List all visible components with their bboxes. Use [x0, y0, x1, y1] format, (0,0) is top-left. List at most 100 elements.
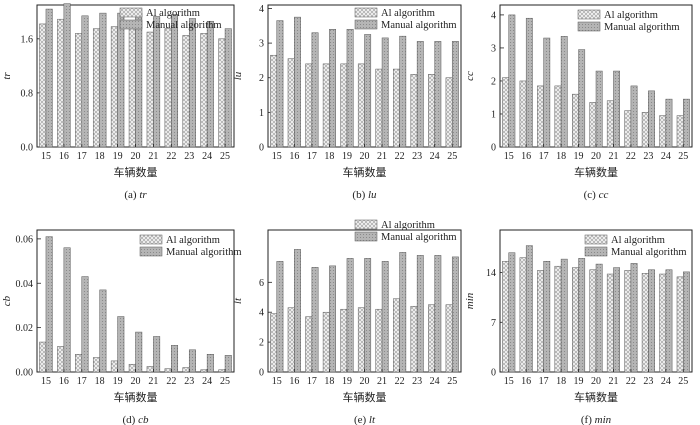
ai-bar-22 — [624, 270, 632, 373]
manual-bar-23 — [648, 90, 655, 148]
y-tick-label: 0.02 — [16, 323, 34, 334]
y-tick-label: 0 — [491, 368, 496, 379]
x-tick-label: 20 — [591, 151, 601, 162]
caption-var: lu — [368, 189, 377, 201]
ai-bar-20 — [589, 269, 597, 373]
manual-bar-22 — [171, 345, 179, 373]
legend-swatch-ai — [577, 9, 601, 20]
caption-var: cc — [599, 189, 609, 201]
y-tick-label: 14 — [486, 268, 496, 279]
caption-prefix: (d) — [123, 414, 139, 425]
x-tick-label: 25 — [678, 151, 688, 162]
x-tick-label: 15 — [272, 151, 282, 162]
y-tick-label: 0.00 — [16, 368, 34, 379]
ai-bar-17 — [305, 63, 313, 148]
manual-bar-25 — [224, 28, 232, 148]
manual-bar-16 — [525, 17, 533, 148]
ai-bar-23 — [410, 305, 418, 373]
x-tick-label: 17 — [77, 151, 87, 162]
legend-label-manual: Manual algorithm — [146, 20, 222, 31]
legend-label-ai: Al algorithm — [381, 8, 435, 19]
x-tick-label: 15 — [41, 151, 51, 162]
x-tick-label: 25 — [220, 376, 230, 387]
ai-bar-21 — [606, 273, 614, 373]
x-tick-label: 20 — [360, 376, 370, 387]
legend-swatch-ai — [354, 219, 378, 230]
y-tick-label: 7 — [491, 318, 496, 329]
legend-label-manual: Manual algorithm — [611, 247, 687, 258]
ai-bar-22 — [393, 68, 400, 148]
panel-caption: (f) min — [581, 414, 612, 425]
manual-bar-19 — [578, 258, 586, 373]
y-tick-label: 1 — [259, 108, 264, 119]
legend-swatch-manual — [577, 21, 601, 32]
manual-bar-18 — [329, 265, 336, 373]
manual-bar-18 — [560, 258, 568, 373]
manual-bar-19 — [578, 49, 586, 148]
x-tick-label: 19 — [574, 376, 584, 387]
manual-bar-20 — [135, 12, 143, 148]
ai-bar-25 — [218, 38, 226, 148]
x-tick-label: 16 — [521, 376, 531, 387]
legend-label-ai: Al algorithm — [611, 235, 665, 246]
ai-bar-15 — [39, 23, 47, 148]
panel-caption: (d) cb — [123, 414, 149, 425]
x-tick-label: 16 — [289, 376, 299, 387]
x-tick-label: 22 — [166, 151, 176, 162]
x-tick-label: 23 — [643, 376, 653, 387]
x-axis-label: 车辆数量 — [114, 165, 158, 179]
x-tick-label: 22 — [166, 376, 176, 387]
y-tick-label: 3 — [259, 39, 264, 50]
manual-bar-24 — [665, 269, 673, 373]
y-axis-label: cc — [464, 71, 476, 81]
manual-bar-17 — [311, 32, 319, 148]
x-tick-label: 15 — [41, 376, 51, 387]
manual-bar-21 — [613, 70, 620, 148]
ai-bar-20 — [589, 102, 597, 148]
manual-bar-18 — [329, 28, 336, 148]
manual-bar-22 — [630, 263, 638, 373]
ai-bar-22 — [164, 368, 172, 373]
x-tick-label: 19 — [113, 376, 123, 387]
manual-bar-25 — [451, 41, 459, 148]
x-tick-label: 18 — [95, 376, 105, 387]
ai-bar-18 — [554, 265, 562, 373]
manual-bar-16 — [294, 16, 301, 148]
x-tick-label: 18 — [556, 376, 566, 387]
x-tick-label: 20 — [591, 376, 601, 387]
ai-bar-17 — [75, 354, 83, 373]
ai-bar-19 — [340, 63, 348, 148]
x-axis-label: 车辆数量 — [343, 165, 387, 179]
x-tick-label: 16 — [521, 151, 531, 162]
y-axis-label: cb — [1, 295, 13, 306]
x-axis-label: 车辆数量 — [574, 390, 618, 404]
manual-bar-24 — [206, 354, 214, 373]
ai-bar-21 — [606, 100, 614, 148]
legend-label-ai: Al algorithm — [381, 220, 435, 231]
manual-bar-23 — [188, 18, 196, 148]
y-tick-label: 0 — [259, 368, 264, 379]
manual-bar-19 — [346, 28, 354, 148]
ai-bar-21 — [375, 308, 383, 373]
legend-label-ai: Al algorithm — [146, 8, 200, 19]
manual-bar-15 — [45, 8, 53, 148]
x-tick-label: 16 — [59, 376, 69, 387]
x-tick-label: 17 — [307, 376, 317, 387]
chart-panel-tr: 0.0 0.8 1.6 tr 15 16 17 18 19 20 21 22 23 24 25 车辆数量 (a)… — [1, 3, 235, 201]
x-tick-label: 19 — [113, 151, 123, 162]
ai-bar-23 — [182, 35, 190, 148]
y-axis-label: lt — [232, 297, 244, 304]
ai-bar-22 — [624, 110, 632, 148]
ai-bar-20 — [357, 63, 365, 148]
manual-bar-18 — [99, 289, 107, 373]
ai-bar-23 — [641, 273, 649, 373]
panel-caption: (a) tr — [124, 189, 147, 201]
x-tick-label: 21 — [377, 151, 387, 162]
manual-bar-17 — [543, 37, 551, 148]
caption-var: tr — [139, 189, 147, 201]
ai-bar-21 — [146, 31, 154, 148]
